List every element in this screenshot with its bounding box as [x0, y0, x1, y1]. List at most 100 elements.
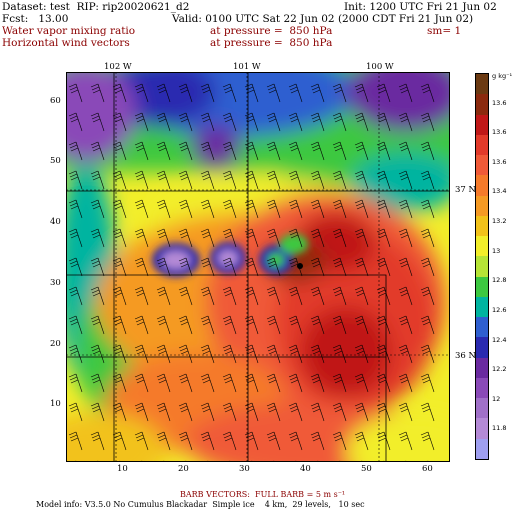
map-frame — [66, 72, 450, 462]
colorbar-label: 13 — [492, 246, 501, 255]
wind-barb — [354, 257, 369, 277]
wind-barb — [200, 315, 215, 335]
barb-note: BARB VECTORS: FULL BARB = 5 m s⁻¹ — [180, 490, 346, 499]
field2-level: at pressure = 850 hPa — [210, 37, 333, 49]
wind-barb — [68, 373, 83, 393]
wind-barb — [354, 431, 369, 451]
colorbar-units: g kg⁻¹ — [492, 72, 512, 80]
wind-barb — [156, 170, 171, 190]
colorbar-label: 12.6 — [492, 305, 507, 314]
wind-barb — [112, 315, 127, 335]
wind-barb — [134, 141, 149, 161]
wind-barb — [288, 286, 303, 306]
wind-barb — [222, 286, 237, 306]
wind-barb — [310, 373, 325, 393]
wind-barb — [266, 170, 281, 190]
wind-barb — [332, 315, 347, 335]
wind-barb — [112, 83, 127, 103]
fcst-line: Fcst: 13.00 — [2, 13, 69, 25]
wind-barb — [112, 228, 127, 248]
x-tick-60: 60 — [422, 464, 433, 474]
wind-barb — [68, 83, 83, 103]
wind-barb — [420, 402, 435, 422]
wind-barb — [398, 170, 413, 190]
wind-barb — [90, 199, 105, 219]
wind-barb — [398, 344, 413, 364]
x-tick-40: 40 — [300, 464, 311, 474]
colorbar-label: 13.4 — [492, 187, 507, 196]
wind-barb — [244, 112, 259, 132]
wind-barb — [134, 431, 149, 451]
wind-barb — [244, 141, 259, 161]
wind-barb — [68, 315, 83, 335]
wind-barb — [200, 373, 215, 393]
model-info: Model info: V3.5.0 No Cumulus Blackadar … — [36, 500, 365, 509]
colorbar-swatch — [476, 296, 488, 318]
wind-barb — [398, 402, 413, 422]
wind-barb — [222, 257, 237, 277]
wind-barb — [68, 228, 83, 248]
wind-barb — [222, 373, 237, 393]
wind-barb — [222, 431, 237, 451]
wind-barb — [90, 257, 105, 277]
colorbar-swatch — [476, 398, 488, 419]
wind-barb — [420, 344, 435, 364]
colorbar-swatch — [476, 94, 488, 115]
colorbar-label: 12.8 — [492, 276, 507, 285]
wind-barb — [332, 257, 347, 277]
wind-barb — [112, 402, 127, 422]
wind-barb — [376, 141, 391, 161]
wind-barb — [222, 315, 237, 335]
wind-barb — [354, 344, 369, 364]
wind-barb — [310, 286, 325, 306]
wind-barb — [244, 373, 259, 393]
wind-barb — [112, 373, 127, 393]
y-tick-40: 40 — [50, 217, 61, 227]
wind-barb — [420, 286, 435, 306]
station-marker — [297, 263, 303, 269]
x-tick-20: 20 — [178, 464, 189, 474]
colorbar-swatch — [476, 134, 488, 156]
wind-barb — [354, 402, 369, 422]
wind-barb — [178, 83, 193, 103]
colorbar-swatch — [476, 357, 488, 379]
colorbar-swatch — [476, 114, 488, 136]
wind-barb — [156, 112, 171, 132]
wind-barb — [354, 315, 369, 335]
colorbar-swatch — [476, 256, 488, 278]
wind-barb — [376, 344, 391, 364]
wind-barb — [156, 83, 171, 103]
wind-barb — [222, 344, 237, 364]
wind-barb — [156, 228, 171, 248]
wind-barb — [420, 257, 435, 277]
wind-barb — [112, 112, 127, 132]
wind-barb — [376, 257, 391, 277]
wind-barb — [310, 141, 325, 161]
wind-barb — [354, 199, 369, 219]
wind-barb — [420, 141, 435, 161]
wind-barb — [398, 83, 413, 103]
wind-barb — [288, 170, 303, 190]
wind-barb — [178, 431, 193, 451]
wind-barb — [398, 286, 413, 306]
init-line: Init: 1200 UTC Fri 21 Jun 02 — [344, 1, 497, 13]
wind-barb — [420, 83, 435, 103]
colorbar-swatch — [476, 195, 488, 217]
wind-barb — [398, 228, 413, 248]
wind-barb — [288, 431, 303, 451]
wind-barb — [398, 257, 413, 277]
wind-barb — [200, 286, 215, 306]
wind-barb — [332, 286, 347, 306]
wind-barb — [90, 141, 105, 161]
lon-label-100w: 100 W — [366, 62, 394, 72]
y-tick-50: 50 — [50, 156, 61, 166]
lat-label-37n: 37 N — [455, 185, 476, 195]
colorbar-label: 13.6 — [492, 157, 507, 166]
wind-barb — [266, 402, 281, 422]
wind-barb — [266, 373, 281, 393]
wind-barb — [90, 373, 105, 393]
wind-barb — [112, 344, 127, 364]
wind-barb — [398, 141, 413, 161]
wind-barb — [420, 315, 435, 335]
